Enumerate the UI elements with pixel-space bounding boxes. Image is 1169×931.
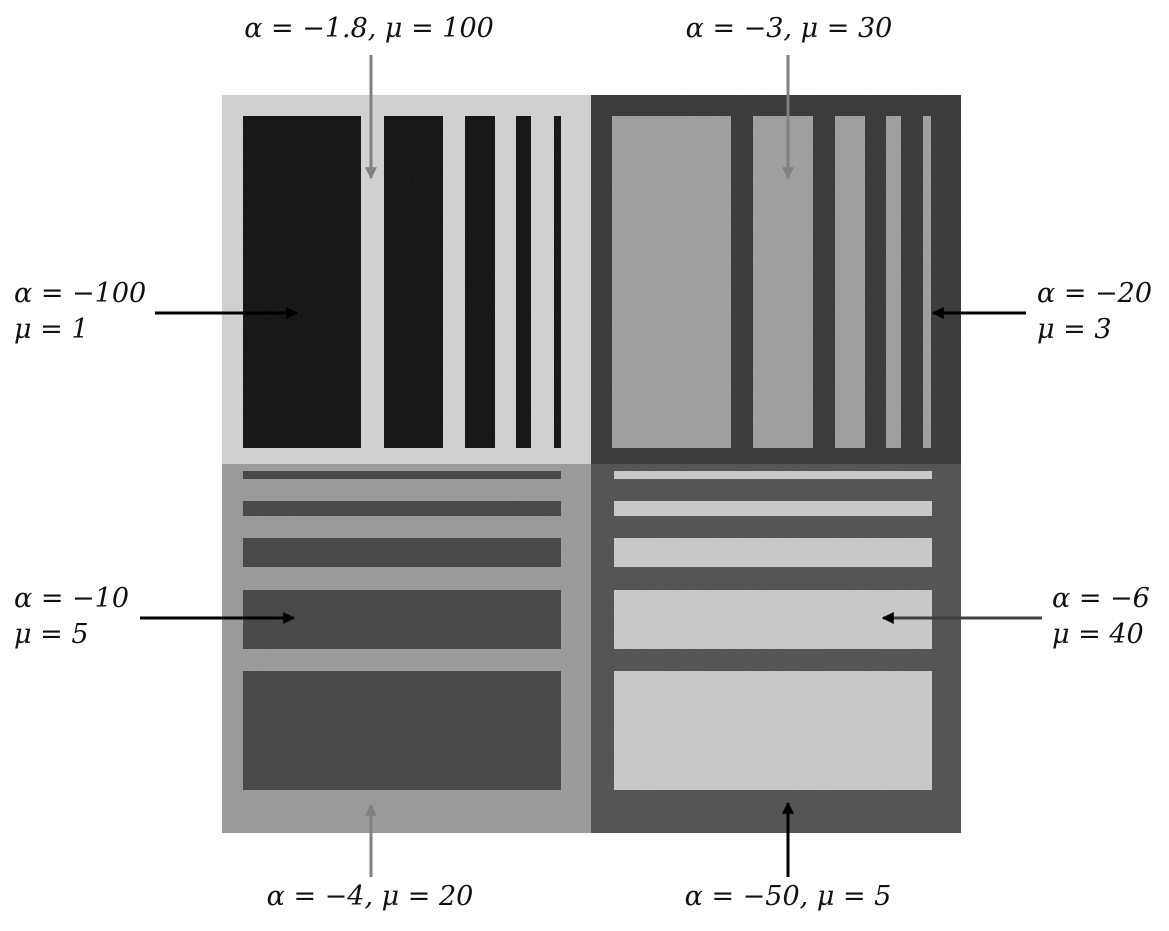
quadrant-bottom-right xyxy=(591,464,961,833)
horizontal-bar xyxy=(243,501,561,516)
vertical-bar xyxy=(465,116,495,448)
vertical-bar xyxy=(886,116,901,448)
horizontal-bar xyxy=(614,501,932,516)
quadrant-top-right xyxy=(591,95,961,464)
label-bottom-right: α = −50, μ = 5 xyxy=(685,881,892,912)
label-left-upper-alpha: α = −100 xyxy=(14,278,146,309)
label-left-lower-alpha: α = −10 xyxy=(14,583,129,614)
label-right-upper-alpha: α = −20 xyxy=(1037,278,1152,309)
vertical-bar xyxy=(243,116,361,448)
horizontal-bar xyxy=(243,538,561,567)
horizontal-bar xyxy=(614,538,932,567)
label-left-upper-mu: μ = 1 xyxy=(14,314,89,345)
arrows xyxy=(140,55,1042,877)
horizontal-bar xyxy=(614,471,932,479)
vertical-bar xyxy=(516,116,531,448)
label-bottom-left: α = −4, μ = 20 xyxy=(267,881,474,912)
label-right-lower-mu: μ = 40 xyxy=(1052,619,1144,650)
labels: α = −1.8, μ = 100 α = −3, μ = 30 α = −10… xyxy=(14,13,1152,912)
quadrant-bottom-left xyxy=(222,464,591,833)
vertical-bar xyxy=(923,116,931,448)
label-right-lower-alpha: α = −6 xyxy=(1052,583,1150,614)
noisy-phantom-image xyxy=(222,95,961,833)
label-top-right: α = −3, μ = 30 xyxy=(686,13,893,44)
vertical-bar xyxy=(835,116,865,448)
label-top-left: α = −1.8, μ = 100 xyxy=(244,13,494,44)
horizontal-bar xyxy=(243,590,561,649)
quadrant-top-left xyxy=(222,95,591,464)
horizontal-bar xyxy=(243,471,561,479)
vertical-bar xyxy=(554,116,561,448)
horizontal-bar xyxy=(614,590,932,649)
horizontal-bar xyxy=(243,671,561,790)
vertical-bar xyxy=(612,116,731,448)
label-left-lower-mu: μ = 5 xyxy=(14,619,89,650)
label-right-upper-mu: μ = 3 xyxy=(1037,314,1112,345)
vertical-bar xyxy=(384,116,443,448)
vertical-bar xyxy=(753,116,813,448)
horizontal-bar xyxy=(614,671,932,790)
